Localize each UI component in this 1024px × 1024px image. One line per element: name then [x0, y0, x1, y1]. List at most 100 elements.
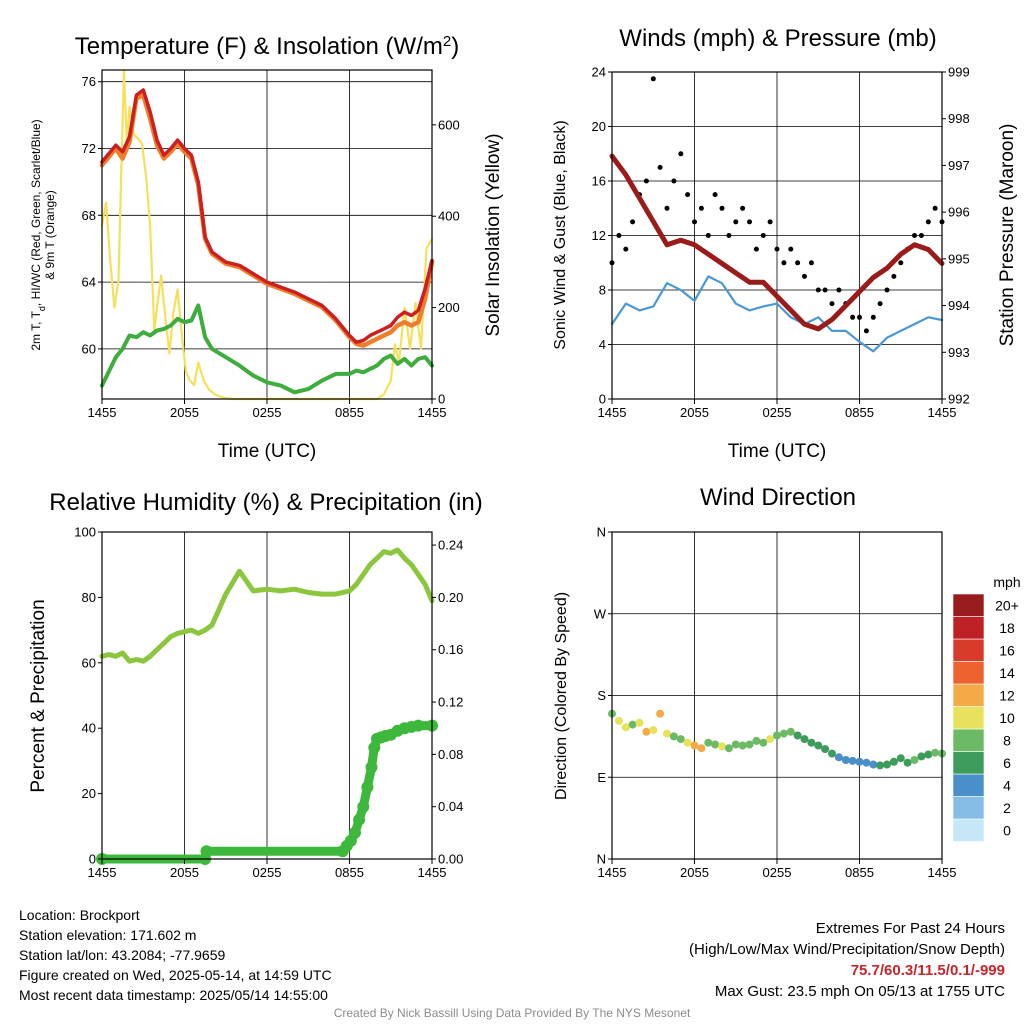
y-tick-label: 0.00 [438, 852, 463, 867]
gust-point [822, 287, 828, 293]
wind-direction-point [883, 760, 891, 769]
gust-point [781, 260, 787, 266]
wind-direction-point [807, 738, 816, 747]
gust-point [760, 233, 766, 238]
y-tick-label: 994 [948, 298, 970, 313]
y-tick-label: 64 [82, 275, 96, 290]
wind-direction-point [669, 732, 678, 741]
wind-direction-point [642, 727, 651, 736]
y-tick-label: 992 [948, 392, 970, 407]
y-tick-label: 4 [599, 337, 606, 352]
panel-title: Wind Direction [700, 484, 856, 511]
y-tick-label: E [597, 770, 606, 785]
gust-point [753, 246, 759, 252]
legend-swatch [952, 796, 985, 820]
wind-direction-point [628, 720, 637, 729]
x-tick-label: 1455 [418, 865, 447, 880]
station-location: Location: Brockport [19, 907, 140, 923]
x-axis-title: Time (UTC) [728, 441, 827, 462]
y-tick-label: 995 [948, 251, 970, 266]
x-tick-label: 0255 [763, 865, 792, 880]
legend-swatch [952, 728, 985, 752]
wind-direction-point [841, 756, 850, 764]
y-tick-label: 600 [438, 117, 460, 132]
y-tick-label: 999 [948, 65, 970, 80]
y-tick-label: 997 [948, 158, 970, 173]
legend-swatch [952, 593, 985, 617]
wind-direction-point [676, 735, 685, 744]
wind-direction-point [889, 757, 898, 766]
gust-point [870, 314, 876, 320]
gust-point [719, 205, 725, 211]
gust-point [692, 219, 697, 225]
axis-label-vertical: 2m T, Td, HI/WC (Red, Green, Scarlet/Blu… [29, 119, 47, 350]
panel-title: Relative Humidity (%) & Precipitation (i… [49, 489, 482, 516]
precipitation-point [368, 741, 381, 754]
wind-direction-point [752, 736, 761, 745]
y-tick-label: 20 [592, 119, 606, 134]
y-tick-label: N [597, 852, 606, 867]
y-tick-label: 60 [82, 341, 96, 356]
y-tick-label: 12 [592, 228, 606, 243]
wind-direction-point [649, 726, 658, 734]
y-tick-label: 40 [82, 721, 96, 736]
gust-point [898, 260, 904, 266]
precipitation-point [365, 761, 378, 774]
gust-point [912, 233, 917, 238]
legend-label: 2 [1003, 800, 1011, 816]
gust-point [850, 314, 856, 320]
y-tick-label: 400 [438, 209, 460, 224]
figure-created: Figure created on Wed, 2025-05-14, at 14… [19, 967, 332, 983]
y-tick-label: 998 [948, 111, 970, 126]
wind-direction-point [924, 750, 933, 759]
legend-swatch [952, 616, 985, 640]
legend-label: 20+ [995, 597, 1019, 613]
wind-direction-point [759, 738, 768, 747]
y-tick-label: 0 [89, 852, 96, 867]
solar-insolation-line [100, 68, 434, 401]
wind-direction-point [656, 709, 665, 718]
x-tick-label: 2055 [170, 865, 199, 880]
gust-point [836, 287, 842, 293]
wind-direction-point [635, 718, 644, 727]
gust-point [891, 273, 897, 279]
y-tick-label: 0.08 [438, 747, 463, 762]
y-tick-label: 0.16 [438, 642, 463, 657]
wind-direction-point [779, 729, 788, 738]
precipitation-point [349, 826, 361, 839]
x-tick-label: 0255 [253, 405, 282, 420]
gust-point [630, 219, 636, 225]
axis-label-vertical: Station Pressure (Maroon) [997, 124, 1018, 347]
legend-label: 18 [999, 620, 1015, 636]
gust-point [932, 205, 938, 211]
gust-point [643, 178, 649, 184]
legend-swatch [952, 773, 985, 797]
y-tick-label: 100 [74, 525, 96, 540]
y-tick-label: 0.04 [438, 799, 463, 814]
wind-direction-point [724, 744, 733, 753]
y-tick-label: 76 [82, 74, 96, 89]
gust-point [815, 287, 821, 293]
station-info: Location: Brockport Station elevation: 1… [19, 905, 332, 1005]
extremes-title: Extremes For Past 24 Hours [815, 920, 1005, 937]
winds-panel: 1455 2055 0255 0855 145504812162024992993994… [552, 25, 1018, 462]
gust-point [678, 151, 684, 157]
y-tick-label: 80 [82, 590, 96, 605]
axis-label-vertical: Sonic Wind & Gust (Blue, Black) [552, 120, 569, 349]
gust-point [808, 260, 814, 266]
y-tick-label: 0.20 [438, 590, 463, 605]
gust-point [802, 273, 807, 279]
x-tick-label: 2055 [170, 405, 199, 420]
x-tick-label: 1455 [598, 405, 627, 420]
gust-point [788, 246, 794, 252]
gust-point [925, 219, 931, 225]
gust-point [657, 164, 663, 170]
temperature-panel: 1455 2055 0255 0855 1455 60 64 68 72 76 0 200 400 600… [29, 33, 504, 463]
wind-direction-point [621, 723, 630, 732]
y-tick-label: 0 [438, 392, 445, 407]
wind-direction-point [931, 748, 940, 757]
wind-direction-point [663, 729, 671, 738]
y-tick-label: W [594, 606, 607, 621]
wind-direction-point [766, 735, 775, 744]
